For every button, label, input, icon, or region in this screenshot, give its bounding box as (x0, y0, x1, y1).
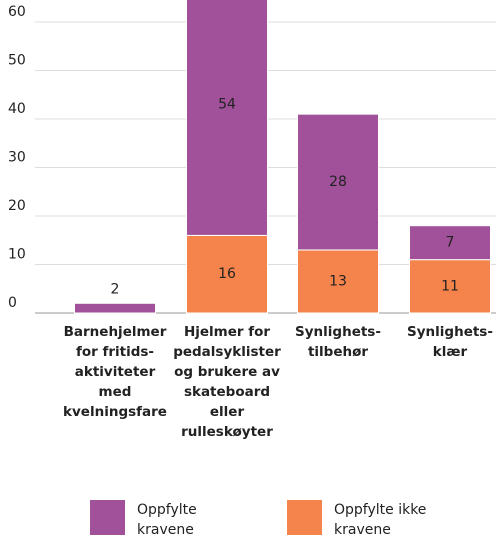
data-label: 11 (441, 278, 459, 294)
x-tick-label: Barnehjelmer for fritids-aktiviteter med… (63, 324, 167, 420)
legend-swatch (287, 500, 322, 535)
data-label: 7 (446, 235, 455, 251)
legend-label: Oppfylte ikke kravene (334, 502, 427, 535)
bar-segment (297, 113, 379, 251)
y-tick-label: 30 (8, 150, 26, 166)
data-label: 28 (329, 174, 347, 190)
y-tick-label: 50 (8, 53, 26, 69)
y-tick-label: 0 (8, 295, 17, 311)
x-tick-label: Hjelmer for pedalsyklister og brukere av… (173, 324, 281, 440)
legend-swatch (90, 500, 125, 535)
legend-label: Oppfylte kravene (137, 502, 197, 535)
x-tick-label: Synlighets-tilbehør (295, 324, 381, 360)
bar-segment (186, 0, 268, 236)
y-tick-label: 10 (8, 247, 26, 263)
bar-segment (409, 225, 491, 261)
bar-segment (74, 302, 156, 314)
data-label: 54 (218, 96, 236, 112)
data-label: 16 (218, 266, 236, 282)
y-tick-label: 60 (8, 4, 26, 20)
y-tick-label: 40 (8, 101, 26, 117)
bar-segment (186, 234, 268, 314)
x-tick-label: Synlighets-klær (407, 324, 493, 360)
data-label: 13 (329, 273, 347, 289)
bar-segment (297, 249, 379, 314)
data-label: 2 (111, 281, 120, 297)
bar-segment (409, 259, 491, 314)
y-tick-label: 20 (8, 198, 26, 214)
